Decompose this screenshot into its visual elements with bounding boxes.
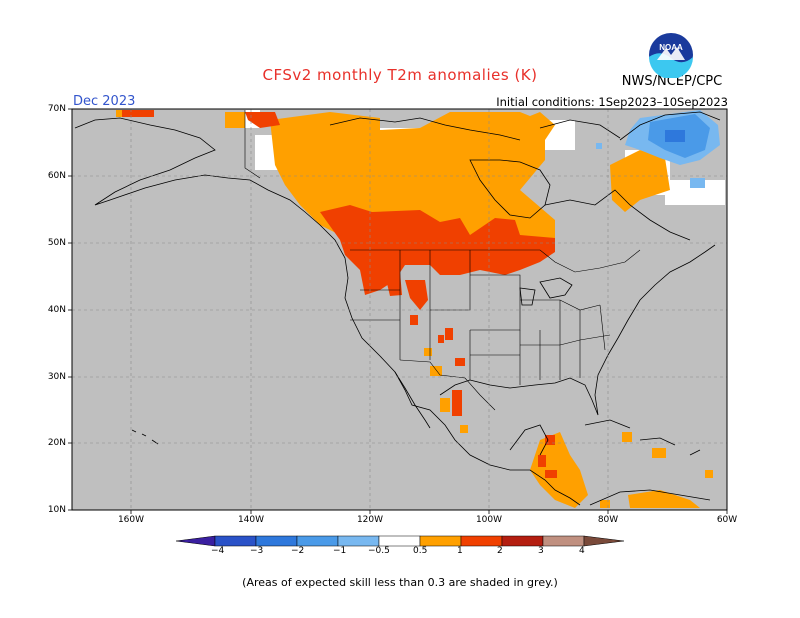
colorbar-label: −1	[333, 546, 347, 556]
noaa-logo-text: NOAA	[659, 43, 683, 52]
organization-label: NWS/NCEP/CPC	[621, 74, 723, 89]
lat-label-10n: 10N	[47, 505, 66, 515]
axis-ticks	[68, 108, 728, 514]
colorbar-label: −0.5	[368, 546, 390, 556]
colorbar-label: 1	[457, 546, 463, 556]
map-frame	[71, 108, 728, 511]
footnote: (Areas of expected skill less than 0.3 a…	[242, 576, 558, 589]
colorbar-label: 0.5	[413, 546, 428, 556]
political-borders	[244, 110, 641, 411]
lat-label-60n: 60N	[47, 171, 66, 181]
noaa-logo: NOAA	[649, 33, 693, 78]
lat-label-50n: 50N	[47, 238, 66, 248]
colorbar-label: 4	[579, 546, 585, 556]
colorbar-label: 3	[538, 546, 544, 556]
map-title: CFSv2 monthly T2m anomalies (K)	[262, 66, 538, 84]
initial-conditions-label: Initial conditions: 1Sep2023–10Sep2023	[496, 95, 728, 109]
lat-label-40n: 40N	[47, 305, 66, 315]
colorbar-arrow-low	[175, 535, 216, 547]
lon-label-100w: 100W	[475, 515, 503, 525]
lat-label-20n: 20N	[47, 438, 66, 448]
lat-lon-grid	[72, 109, 727, 510]
colorbar-label: −3	[250, 546, 264, 556]
lat-label-30n: 30N	[47, 372, 66, 382]
lon-label-60w: 60W	[716, 515, 738, 525]
lat-label-70n: 70N	[47, 104, 66, 114]
colorbar-segment	[214, 535, 257, 547]
colorbar-segment	[296, 535, 339, 547]
coastlines	[74, 111, 721, 506]
colorbar-segment	[378, 535, 421, 547]
colorbar-segment	[501, 535, 544, 547]
colorbar-label: −2	[291, 546, 305, 556]
colorbar-segment	[255, 535, 298, 547]
lon-label-80w: 80W	[597, 515, 619, 525]
lon-label-140w: 140W	[237, 515, 265, 525]
colorbar	[175, 535, 625, 547]
cold-anomaly-regions	[596, 110, 720, 188]
colorbar-label: −4	[211, 546, 225, 556]
colorbar-label: 2	[497, 546, 503, 556]
colorbar-segment	[337, 535, 380, 547]
lon-label-120w: 120W	[356, 515, 384, 525]
colorbar-segment	[419, 535, 462, 547]
colorbar-segment	[542, 535, 585, 547]
colorbar-segment	[460, 535, 503, 547]
valid-month-label: Dec 2023	[73, 94, 136, 109]
colorbar-arrow-high	[583, 535, 625, 547]
lon-label-160w: 160W	[117, 515, 145, 525]
